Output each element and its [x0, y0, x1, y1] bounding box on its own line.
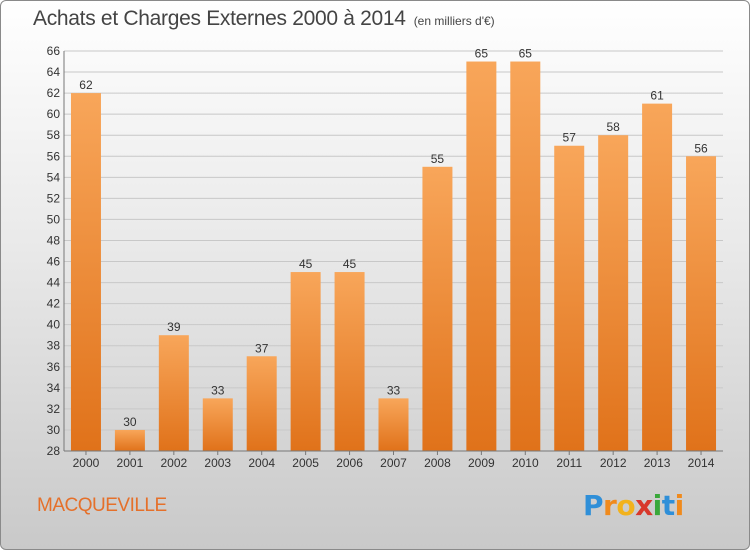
- x-tick-label: 2004: [248, 456, 275, 470]
- data-label: 65: [475, 47, 489, 61]
- data-label: 30: [123, 415, 137, 429]
- y-tick-label: 60: [47, 107, 61, 121]
- bar-2014: [686, 156, 717, 451]
- chart-title: Achats et Charges Externes 2000 à 2014: [33, 7, 406, 30]
- y-tick-label: 32: [47, 402, 61, 416]
- x-tick-label: 2006: [336, 456, 363, 470]
- y-tick-label: 28: [47, 444, 61, 458]
- bar-2002: [158, 335, 189, 451]
- x-tick-label: 2007: [380, 456, 407, 470]
- data-label: 45: [343, 257, 357, 271]
- x-tick-label: 2001: [117, 456, 144, 470]
- y-tick-label: 30: [47, 423, 61, 437]
- y-tick-label: 40: [47, 318, 61, 332]
- logo-letter: r: [603, 489, 617, 522]
- bar-2011: [554, 145, 585, 451]
- data-labels: 62 30 39 33 37 45 45 33 55 65 65 57 58 61 56: [79, 47, 708, 429]
- bar-2006: [334, 272, 365, 451]
- bar-2005: [290, 272, 321, 451]
- data-label: 39: [167, 320, 181, 334]
- data-label: 58: [606, 120, 620, 134]
- x-tick-label: 2011: [556, 456, 582, 470]
- y-tick-label: 56: [47, 149, 61, 163]
- y-tick-label: 44: [47, 276, 61, 290]
- y-tick-label: 54: [47, 170, 61, 184]
- x-tick-label: 2003: [204, 456, 231, 470]
- y-tick-label: 48: [47, 233, 61, 247]
- x-tick-label: 2005: [292, 456, 319, 470]
- y-tick-label: 46: [47, 255, 61, 269]
- y-tick-label: 58: [47, 128, 61, 142]
- data-label: 33: [211, 383, 225, 397]
- bar-2003: [202, 398, 233, 451]
- data-label: 61: [650, 89, 664, 103]
- commune-name: MACQUEVILLE: [37, 495, 167, 516]
- x-tick-label: 2000: [73, 456, 100, 470]
- data-label: 65: [519, 47, 533, 61]
- bar-2004: [246, 356, 277, 451]
- data-label: 55: [431, 152, 445, 166]
- data-label: 57: [563, 131, 577, 145]
- x-tick-label: 2013: [644, 456, 671, 470]
- y-tick-label: 38: [47, 339, 61, 353]
- y-tick-label: 36: [47, 360, 61, 374]
- bar-2001: [114, 429, 145, 451]
- bar-2012: [598, 135, 629, 452]
- axes: [63, 51, 723, 452]
- bar-2013: [642, 103, 673, 451]
- x-tick-label: 2008: [424, 456, 451, 470]
- data-label: 56: [694, 141, 708, 155]
- x-tick-label: 2002: [160, 456, 187, 470]
- y-tick-label: 62: [47, 86, 61, 100]
- logo-letter: t: [661, 489, 675, 522]
- y-tick-label: 50: [47, 212, 61, 226]
- x-tick-label: 2014: [688, 456, 715, 470]
- y-tick-label: 34: [47, 381, 61, 395]
- bar-2009: [466, 61, 497, 452]
- data-label: 33: [387, 383, 401, 397]
- y-tick-label: 52: [47, 191, 61, 205]
- y-tick-label: 64: [47, 65, 61, 79]
- x-axis-ticks: 2000 2001 2002 2003 2004 2005 2006 2007 2008 2009…: [73, 451, 715, 470]
- data-label: 37: [255, 341, 269, 355]
- y-tick-label: 66: [47, 44, 61, 58]
- bar-2008: [422, 166, 453, 451]
- logo-letter: i: [652, 489, 663, 522]
- logo-letter: o: [616, 489, 636, 522]
- x-tick-label: 2012: [600, 456, 627, 470]
- data-label: 45: [299, 257, 313, 271]
- bar-2000: [70, 93, 101, 452]
- logo-letter: i: [674, 489, 685, 522]
- data-label: 62: [79, 78, 93, 92]
- proxiti-logo: Proxiti: [583, 489, 684, 522]
- chart-title-block: Achats et Charges Externes 2000 à 2014 (e…: [33, 7, 495, 31]
- logo-letter: P: [583, 489, 604, 522]
- y-axis-ticks: 28 30 32 34 36 38 40 42 44 46 48 50 52 54 56 58 60 62 64 66: [47, 44, 61, 458]
- y-tick-label: 42: [47, 297, 61, 311]
- bar-2007: [378, 398, 409, 451]
- x-tick-label: 2010: [512, 456, 539, 470]
- bar-2010: [510, 61, 541, 452]
- bars: [70, 61, 717, 452]
- chart-unit: (en milliers d'€): [413, 14, 495, 28]
- logo-letter: x: [635, 489, 653, 522]
- x-tick-label: 2009: [468, 456, 495, 470]
